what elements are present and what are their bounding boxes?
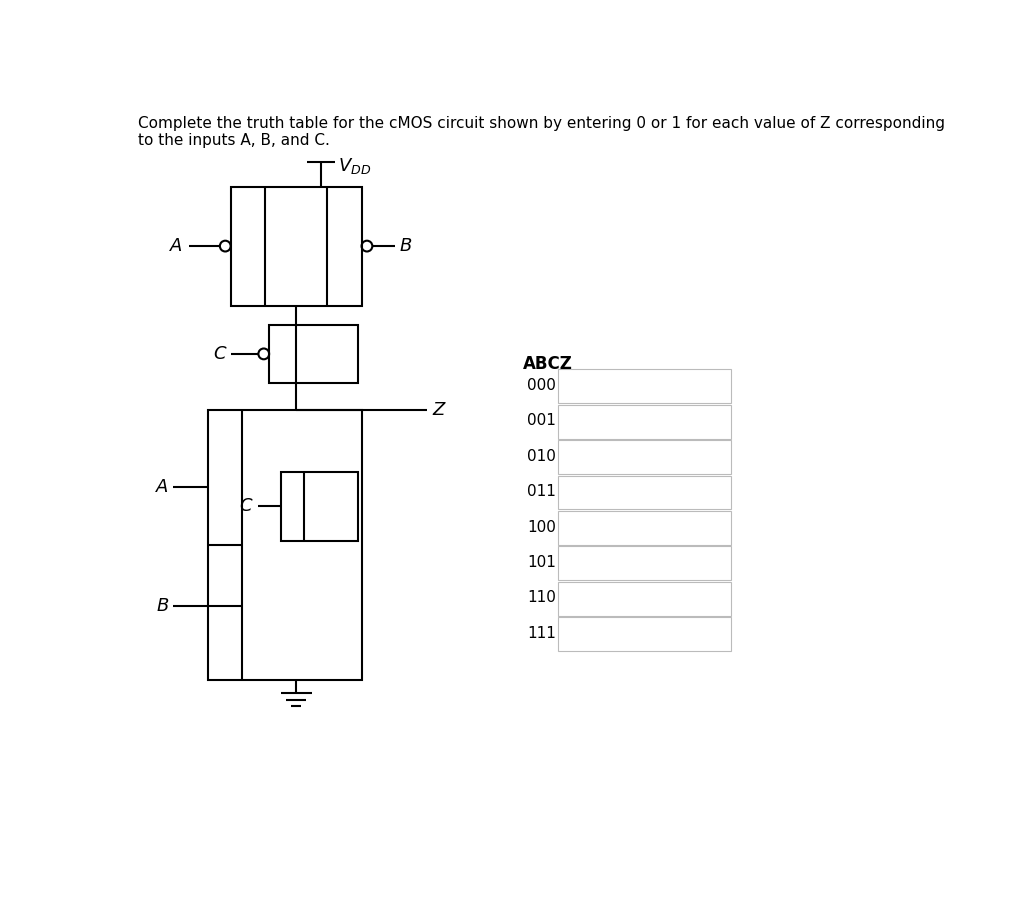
Bar	[230, 187, 361, 307]
Bar	[281, 472, 357, 541]
Text: ABCZ: ABCZ	[523, 355, 573, 373]
Text: $B$: $B$	[399, 237, 413, 255]
Bar	[558, 370, 731, 404]
Text: $Z$: $Z$	[432, 401, 446, 419]
Text: $B$: $B$	[156, 597, 169, 616]
Text: $C$: $C$	[240, 498, 254, 515]
Text: 011: 011	[527, 484, 556, 500]
Bar	[558, 404, 731, 438]
Text: 000: 000	[527, 378, 556, 393]
Text: 100: 100	[527, 520, 556, 534]
Text: $A$: $A$	[155, 479, 169, 496]
Bar	[208, 410, 361, 680]
Text: 110: 110	[527, 590, 556, 606]
Bar	[558, 618, 731, 651]
Text: $C$: $C$	[213, 345, 227, 363]
Bar	[558, 582, 731, 616]
Text: 001: 001	[527, 414, 556, 428]
Bar	[558, 546, 731, 580]
Text: 101: 101	[527, 555, 556, 570]
Bar	[558, 476, 731, 510]
Text: $A$: $A$	[169, 237, 183, 255]
Bar	[269, 326, 357, 383]
Bar	[558, 440, 731, 474]
Text: 010: 010	[527, 448, 556, 464]
Text: Complete the truth table for the cMOS circuit shown by entering 0 or 1 for each : Complete the truth table for the cMOS ci…	[138, 116, 945, 148]
Text: $V_{DD}$: $V_{DD}$	[338, 156, 371, 176]
Bar	[558, 511, 731, 544]
Text: 111: 111	[527, 626, 556, 640]
